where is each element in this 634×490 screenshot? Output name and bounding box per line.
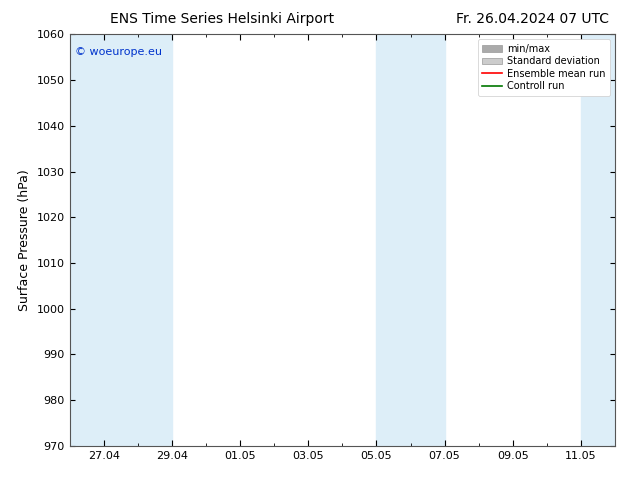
- Bar: [104, 34, 172, 446]
- Text: © woeurope.eu: © woeurope.eu: [75, 47, 162, 57]
- Text: Fr. 26.04.2024 07 UTC: Fr. 26.04.2024 07 UTC: [456, 12, 609, 26]
- Bar: [581, 34, 615, 446]
- Bar: [377, 34, 411, 446]
- Bar: [70, 34, 104, 446]
- Legend: min/max, Standard deviation, Ensemble mean run, Controll run: min/max, Standard deviation, Ensemble me…: [477, 39, 610, 96]
- Bar: [411, 34, 444, 446]
- Y-axis label: Surface Pressure (hPa): Surface Pressure (hPa): [18, 169, 31, 311]
- Text: ENS Time Series Helsinki Airport: ENS Time Series Helsinki Airport: [110, 12, 334, 26]
